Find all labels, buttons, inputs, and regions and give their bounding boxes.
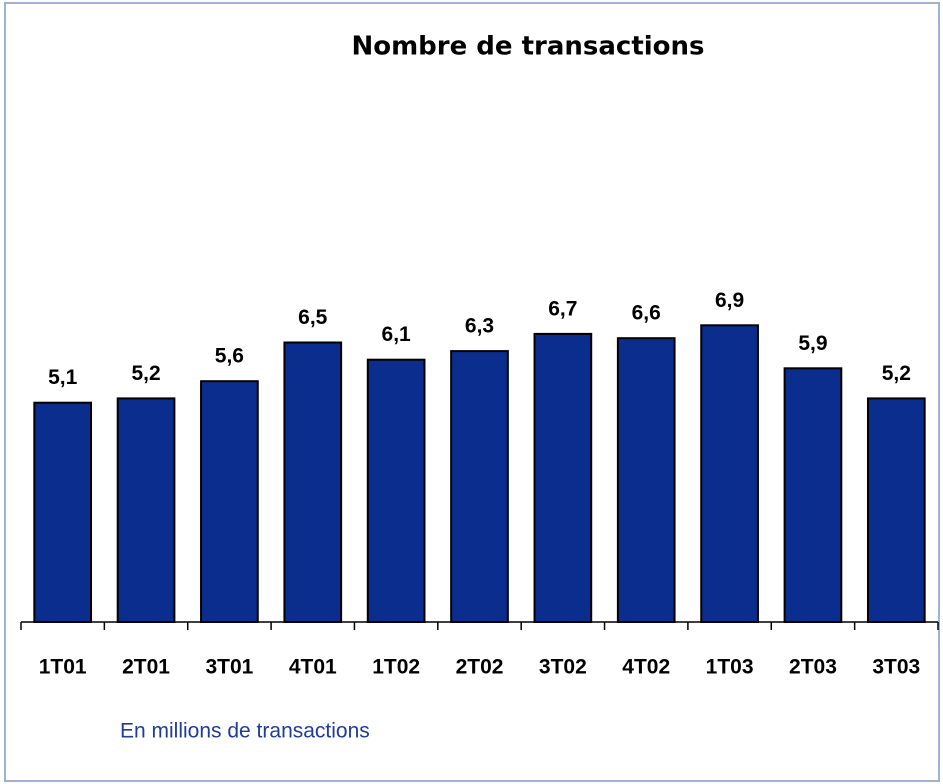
footnote: En millions de transactions: [120, 720, 370, 743]
x-tick-label: 2T03: [789, 656, 837, 679]
value-label: 5,2: [882, 362, 911, 385]
x-tick-label: 1T03: [706, 656, 754, 679]
x-tick-label: 1T01: [39, 656, 87, 679]
x-tick-label: 3T02: [539, 656, 587, 679]
chart-title: Nombre de transactions: [351, 32, 704, 62]
value-label: 5,9: [798, 332, 827, 355]
value-label: 6,9: [715, 289, 744, 312]
bar: [700, 324, 759, 623]
bar: [116, 397, 176, 623]
bar: [366, 358, 426, 623]
value-label: 5,6: [215, 345, 244, 368]
x-tick-label: 1T02: [372, 656, 420, 679]
value-label: 6,3: [465, 315, 494, 338]
bar: [283, 341, 343, 623]
bar: [783, 367, 843, 623]
bar: [33, 401, 93, 624]
x-tick-label: 4T02: [622, 656, 670, 679]
bar: [533, 332, 593, 623]
bar: [616, 337, 676, 623]
x-tick-label: 2T01: [122, 656, 170, 679]
value-label: 6,7: [548, 297, 577, 320]
x-tick-label: 3T01: [205, 656, 253, 679]
x-tick-label: 2T02: [456, 656, 504, 679]
bar: [866, 397, 926, 623]
value-label: 6,1: [382, 323, 412, 346]
bar: [200, 380, 259, 624]
bar: [450, 350, 509, 623]
value-label: 5,2: [131, 362, 160, 385]
value-label: 5,1: [48, 366, 78, 389]
value-label: 6,5: [298, 306, 328, 329]
x-tick-label: 4T01: [289, 656, 337, 679]
x-tick-label: 3T03: [872, 656, 920, 679]
frame: [4, 2, 940, 782]
value-label: 6,6: [632, 302, 661, 325]
